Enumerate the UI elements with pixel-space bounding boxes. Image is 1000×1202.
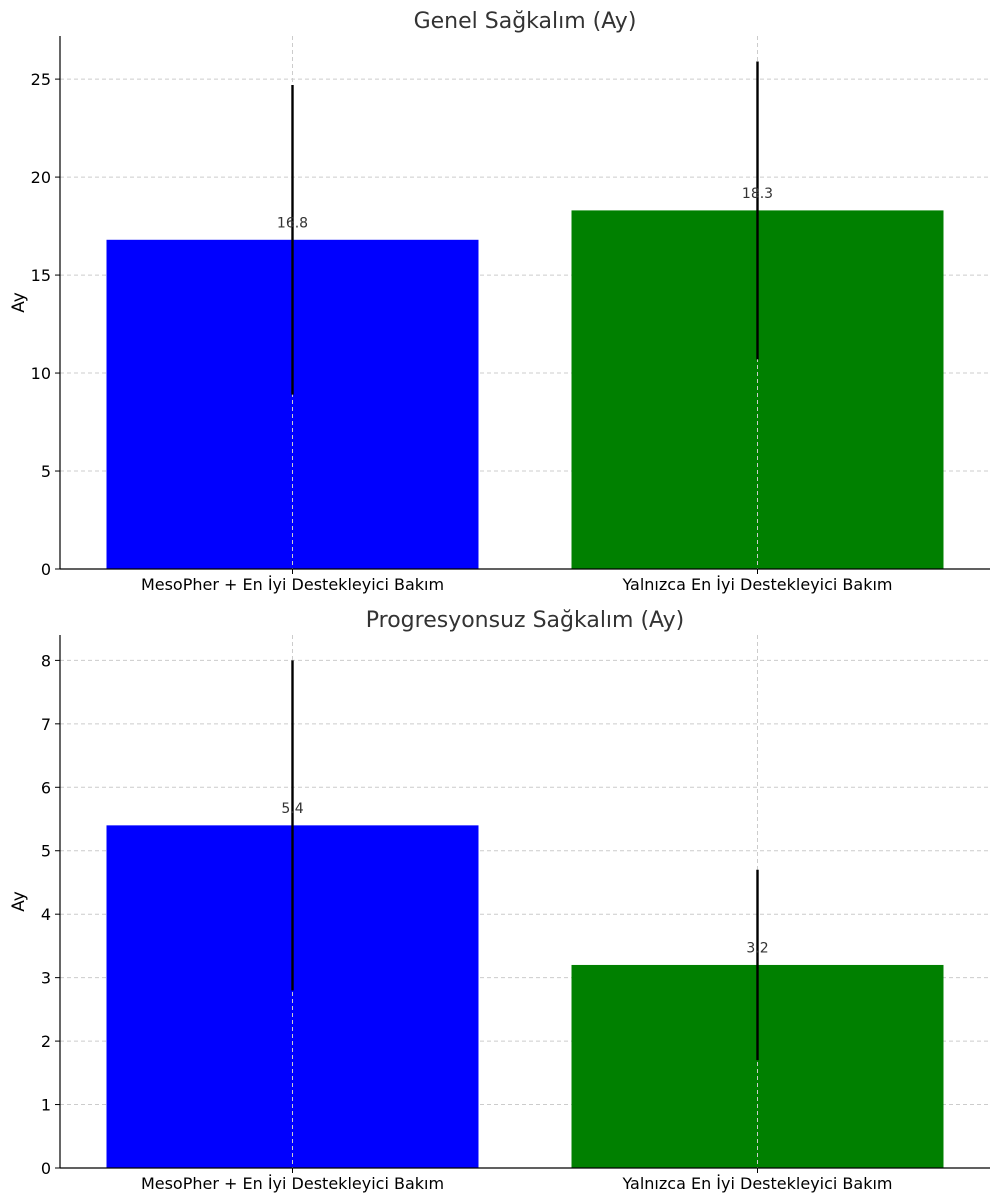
chart-title: Genel Sağkalım (Ay) <box>414 9 637 34</box>
bar-value-label: 16.8 <box>277 216 308 232</box>
y-tick-label: 0 <box>41 560 51 579</box>
chart-panel-1: Genel Sağkalım (Ay) 0 5 10 15 20 25 16.8 18.3 Mes… <box>9 9 990 594</box>
y-tick-label: 10 <box>31 364 51 383</box>
y-tick-label: 25 <box>31 70 51 89</box>
bar-value-label: 5.4 <box>281 801 303 817</box>
chart-panel-2: Progresyonsuz Sağkalım (Ay) 0 1 2 3 4 5 6 7 8 5.4 3… <box>9 608 990 1193</box>
y-tick-label: 6 <box>41 778 51 797</box>
y-tick-label: 4 <box>41 905 51 924</box>
y-tick-label: 5 <box>41 462 51 481</box>
y-tick-label: 1 <box>41 1096 51 1115</box>
bar-value-label: 18.3 <box>742 186 773 202</box>
y-axis-label: Ay <box>9 891 29 912</box>
y-tick-label: 2 <box>41 1032 51 1051</box>
y-tick-label: 0 <box>41 1159 51 1178</box>
x-tick-label: Yalnızca En İyi Destekleyici Bakım <box>621 1174 892 1193</box>
bar-value-label: 3.2 <box>746 941 768 957</box>
y-tick-label: 20 <box>31 168 51 187</box>
x-tick-label: Yalnızca En İyi Destekleyici Bakım <box>621 575 892 594</box>
chart-title: Progresyonsuz Sağkalım (Ay) <box>366 608 684 633</box>
y-tick-label: 5 <box>41 842 51 861</box>
y-tick-label: 8 <box>41 651 51 670</box>
y-axis-label: Ay <box>9 292 29 313</box>
x-tick-label: MesoPher + En İyi Destekleyici Bakım <box>141 575 444 594</box>
y-tick-label: 7 <box>41 715 51 734</box>
y-tick-label: 3 <box>41 969 51 988</box>
x-tick-label: MesoPher + En İyi Destekleyici Bakım <box>141 1174 444 1193</box>
y-tick-label: 15 <box>31 266 51 285</box>
